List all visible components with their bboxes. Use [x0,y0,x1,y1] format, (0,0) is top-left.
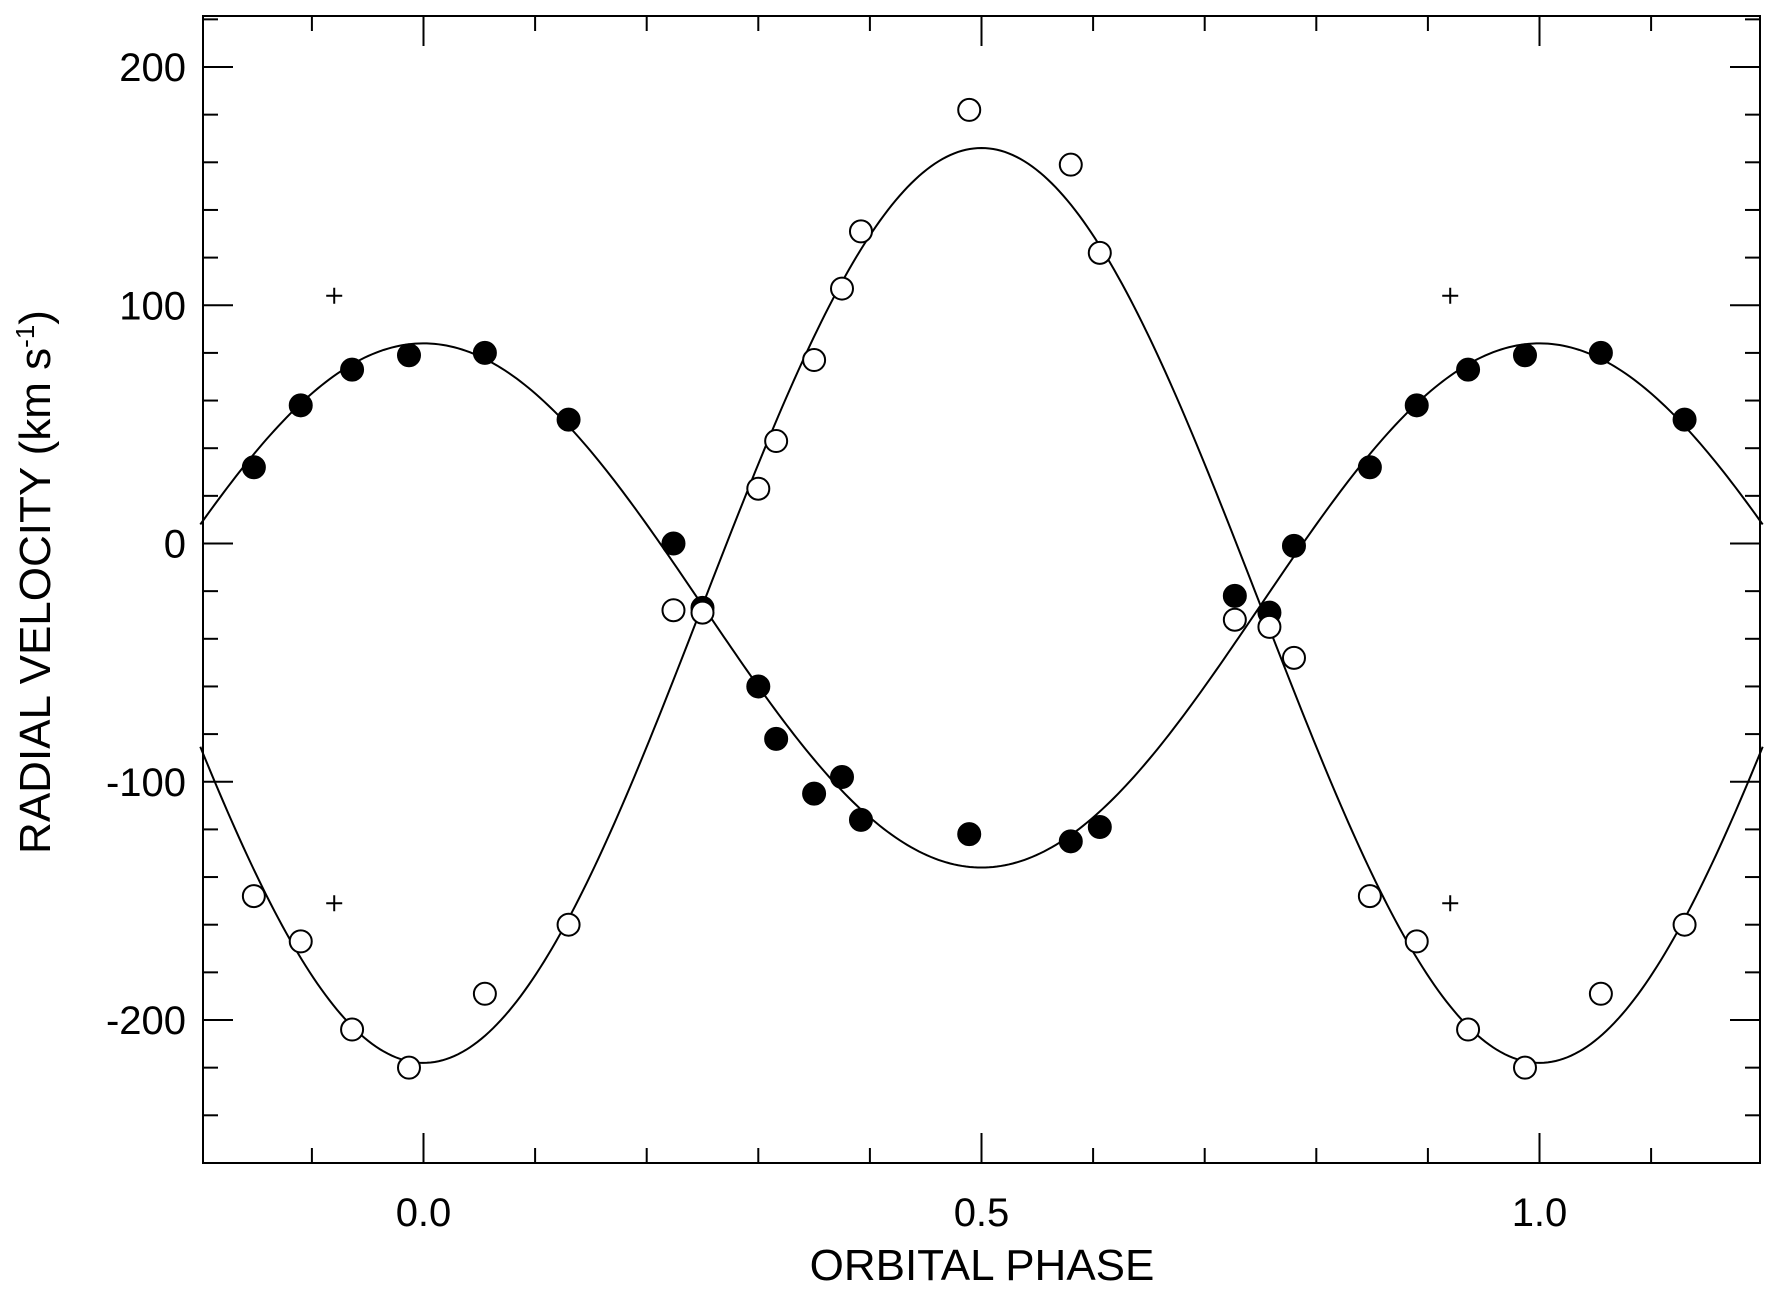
x-axis-title: ORBITAL PHASE [810,1241,1155,1290]
plus-point [326,895,343,912]
primary-point [848,807,873,832]
secondary-point [746,476,771,501]
y-tick-label: -100 [106,761,186,805]
primary-point [661,531,686,556]
primary-point [957,822,982,847]
primary-point [1512,343,1537,368]
secondary-point [556,912,581,937]
secondary-point [661,598,686,623]
secondary-point [1404,929,1429,954]
secondary-point [288,929,313,954]
secondary-point [764,429,789,454]
secondary-point [830,276,854,301]
secondary-point [1512,1055,1537,1080]
secondary-point [690,600,715,625]
plus-point [1442,287,1459,304]
primary-point [746,674,771,699]
plus-point [326,287,343,304]
axes [202,15,1761,1164]
primary-point [1456,357,1481,382]
secondary-point [848,219,873,244]
x-tick-label: 1.0 [1512,1191,1568,1235]
primary-point [396,343,421,368]
secondary-point [1058,152,1083,177]
primary-point [764,726,789,751]
y-tick-label: 100 [119,284,186,328]
primary-point [1222,583,1247,608]
primary-point [1357,455,1382,480]
fit-curves [199,147,1764,1064]
secondary-point [1222,607,1247,632]
x-tick-label: 0.0 [396,1191,452,1235]
secondary-point [1672,912,1697,937]
secondary-point [802,348,827,373]
primary-point [556,407,581,432]
primary-point [1087,815,1112,840]
secondary-point [1087,240,1112,265]
secondary-point [1257,614,1282,639]
y-axis-title-main: RADIAL VELOCITY (km s [11,348,60,854]
secondary-point [241,884,266,909]
secondary-point [472,981,497,1006]
fit-curve-1 [199,342,1764,869]
secondary-point [1588,981,1613,1006]
primary-point [241,455,266,480]
primary-point [830,764,854,789]
y-axis-title: RADIAL VELOCITY (km s-1) [10,310,60,854]
primary-point [288,393,313,418]
primary-point [472,340,497,365]
primary-point [1672,407,1697,432]
primary-point [802,781,827,806]
plus-point [1442,895,1459,912]
primary-point [1058,829,1083,854]
secondary-point [1281,645,1306,670]
secondary-point [340,1017,365,1042]
x-tick-label: 0.5 [954,1191,1010,1235]
y-tick-label: 200 [119,46,186,90]
y-tick-label: -200 [106,999,186,1043]
y-axis-title-end: ) [11,310,60,325]
plot-frame [202,15,1761,1164]
primary-point [1404,393,1429,418]
secondary-point [1456,1017,1481,1042]
y-axis-title-sup: -1 [10,325,40,348]
primary-point [1281,533,1306,558]
tick-labels: 0.0 0.5 1.0 200 100 0 -100 -200 [106,46,1567,1235]
y-tick-label: 0 [164,523,186,567]
secondary-point [957,97,982,122]
primary-point [340,357,365,382]
secondary-point [396,1055,421,1080]
fit-curve-2 [199,147,1764,1064]
secondary-point [1357,884,1382,909]
data-points [241,97,1697,1080]
primary-point [1588,340,1613,365]
